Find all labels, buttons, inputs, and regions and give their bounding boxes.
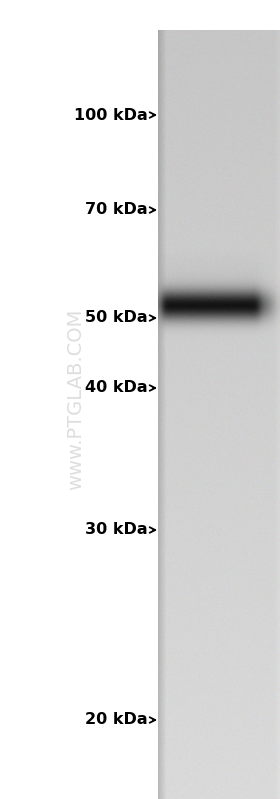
Text: 70 kDa: 70 kDa — [85, 202, 148, 217]
Text: 50 kDa: 50 kDa — [85, 311, 148, 325]
Text: 40 kDa: 40 kDa — [85, 380, 148, 396]
Text: www.PTGLAB.COM: www.PTGLAB.COM — [66, 308, 85, 491]
Text: 100 kDa: 100 kDa — [74, 108, 148, 122]
Text: 20 kDa: 20 kDa — [85, 713, 148, 728]
Text: 30 kDa: 30 kDa — [85, 523, 148, 538]
